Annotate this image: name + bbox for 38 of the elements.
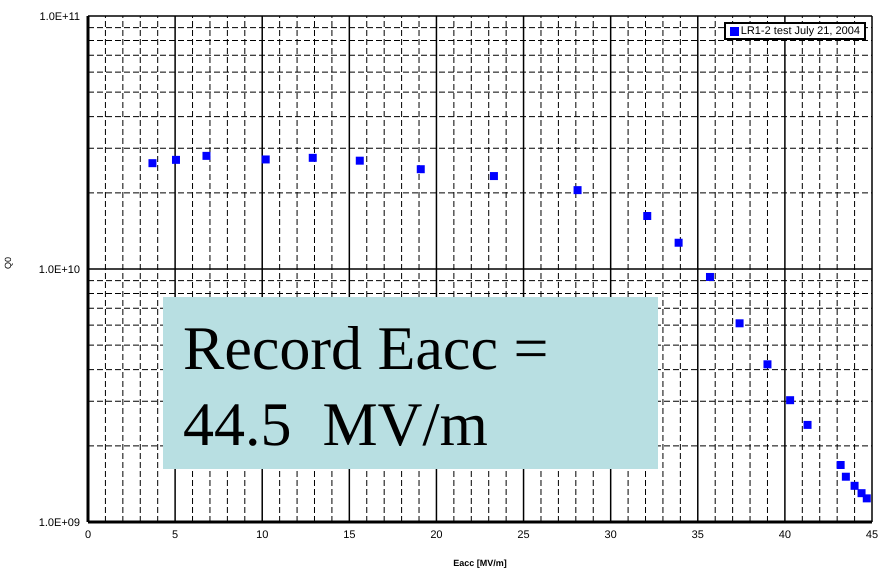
y-tick-label: 1.0E+09 — [38, 516, 80, 529]
point — [786, 396, 794, 404]
point — [308, 154, 317, 162]
point — [356, 156, 364, 165]
point — [804, 420, 812, 429]
point — [490, 172, 498, 180]
point — [836, 460, 845, 469]
x-tick-label: 10 — [256, 528, 268, 541]
x-tick-label: 25 — [517, 528, 530, 541]
x-tick-label: 0 — [84, 528, 92, 541]
point — [674, 238, 683, 247]
point — [202, 152, 210, 160]
x-tick-label: 30 — [604, 528, 617, 541]
x-tick-label: 15 — [343, 528, 356, 541]
point — [850, 482, 859, 490]
point — [148, 159, 156, 168]
y-axis-title: Q0 — [3, 256, 14, 269]
point — [262, 155, 270, 164]
point — [643, 212, 652, 220]
point — [574, 186, 582, 194]
point — [858, 489, 866, 498]
y-tick-label: 1.0E+10 — [38, 264, 80, 276]
x-tick-label: 45 — [866, 528, 878, 541]
annotation: Record Eacc = 44.5 MV/m — [163, 297, 658, 469]
point — [706, 272, 714, 281]
point — [842, 472, 850, 481]
legend-label: LR1-2 test July 21, 2004 — [740, 25, 860, 37]
x-tick-label: 35 — [692, 528, 704, 541]
y-tick-label: 1.0E+11 — [40, 10, 80, 23]
point — [763, 360, 772, 368]
point — [736, 319, 744, 328]
point — [862, 494, 871, 502]
x-axis-title: Eacc [MV/m] — [453, 558, 507, 568]
x-tick-label: 40 — [778, 528, 792, 541]
x-tick-label: 20 — [430, 528, 443, 541]
x-tick-label: 5 — [172, 528, 178, 541]
point — [416, 165, 425, 174]
point — [172, 156, 180, 164]
